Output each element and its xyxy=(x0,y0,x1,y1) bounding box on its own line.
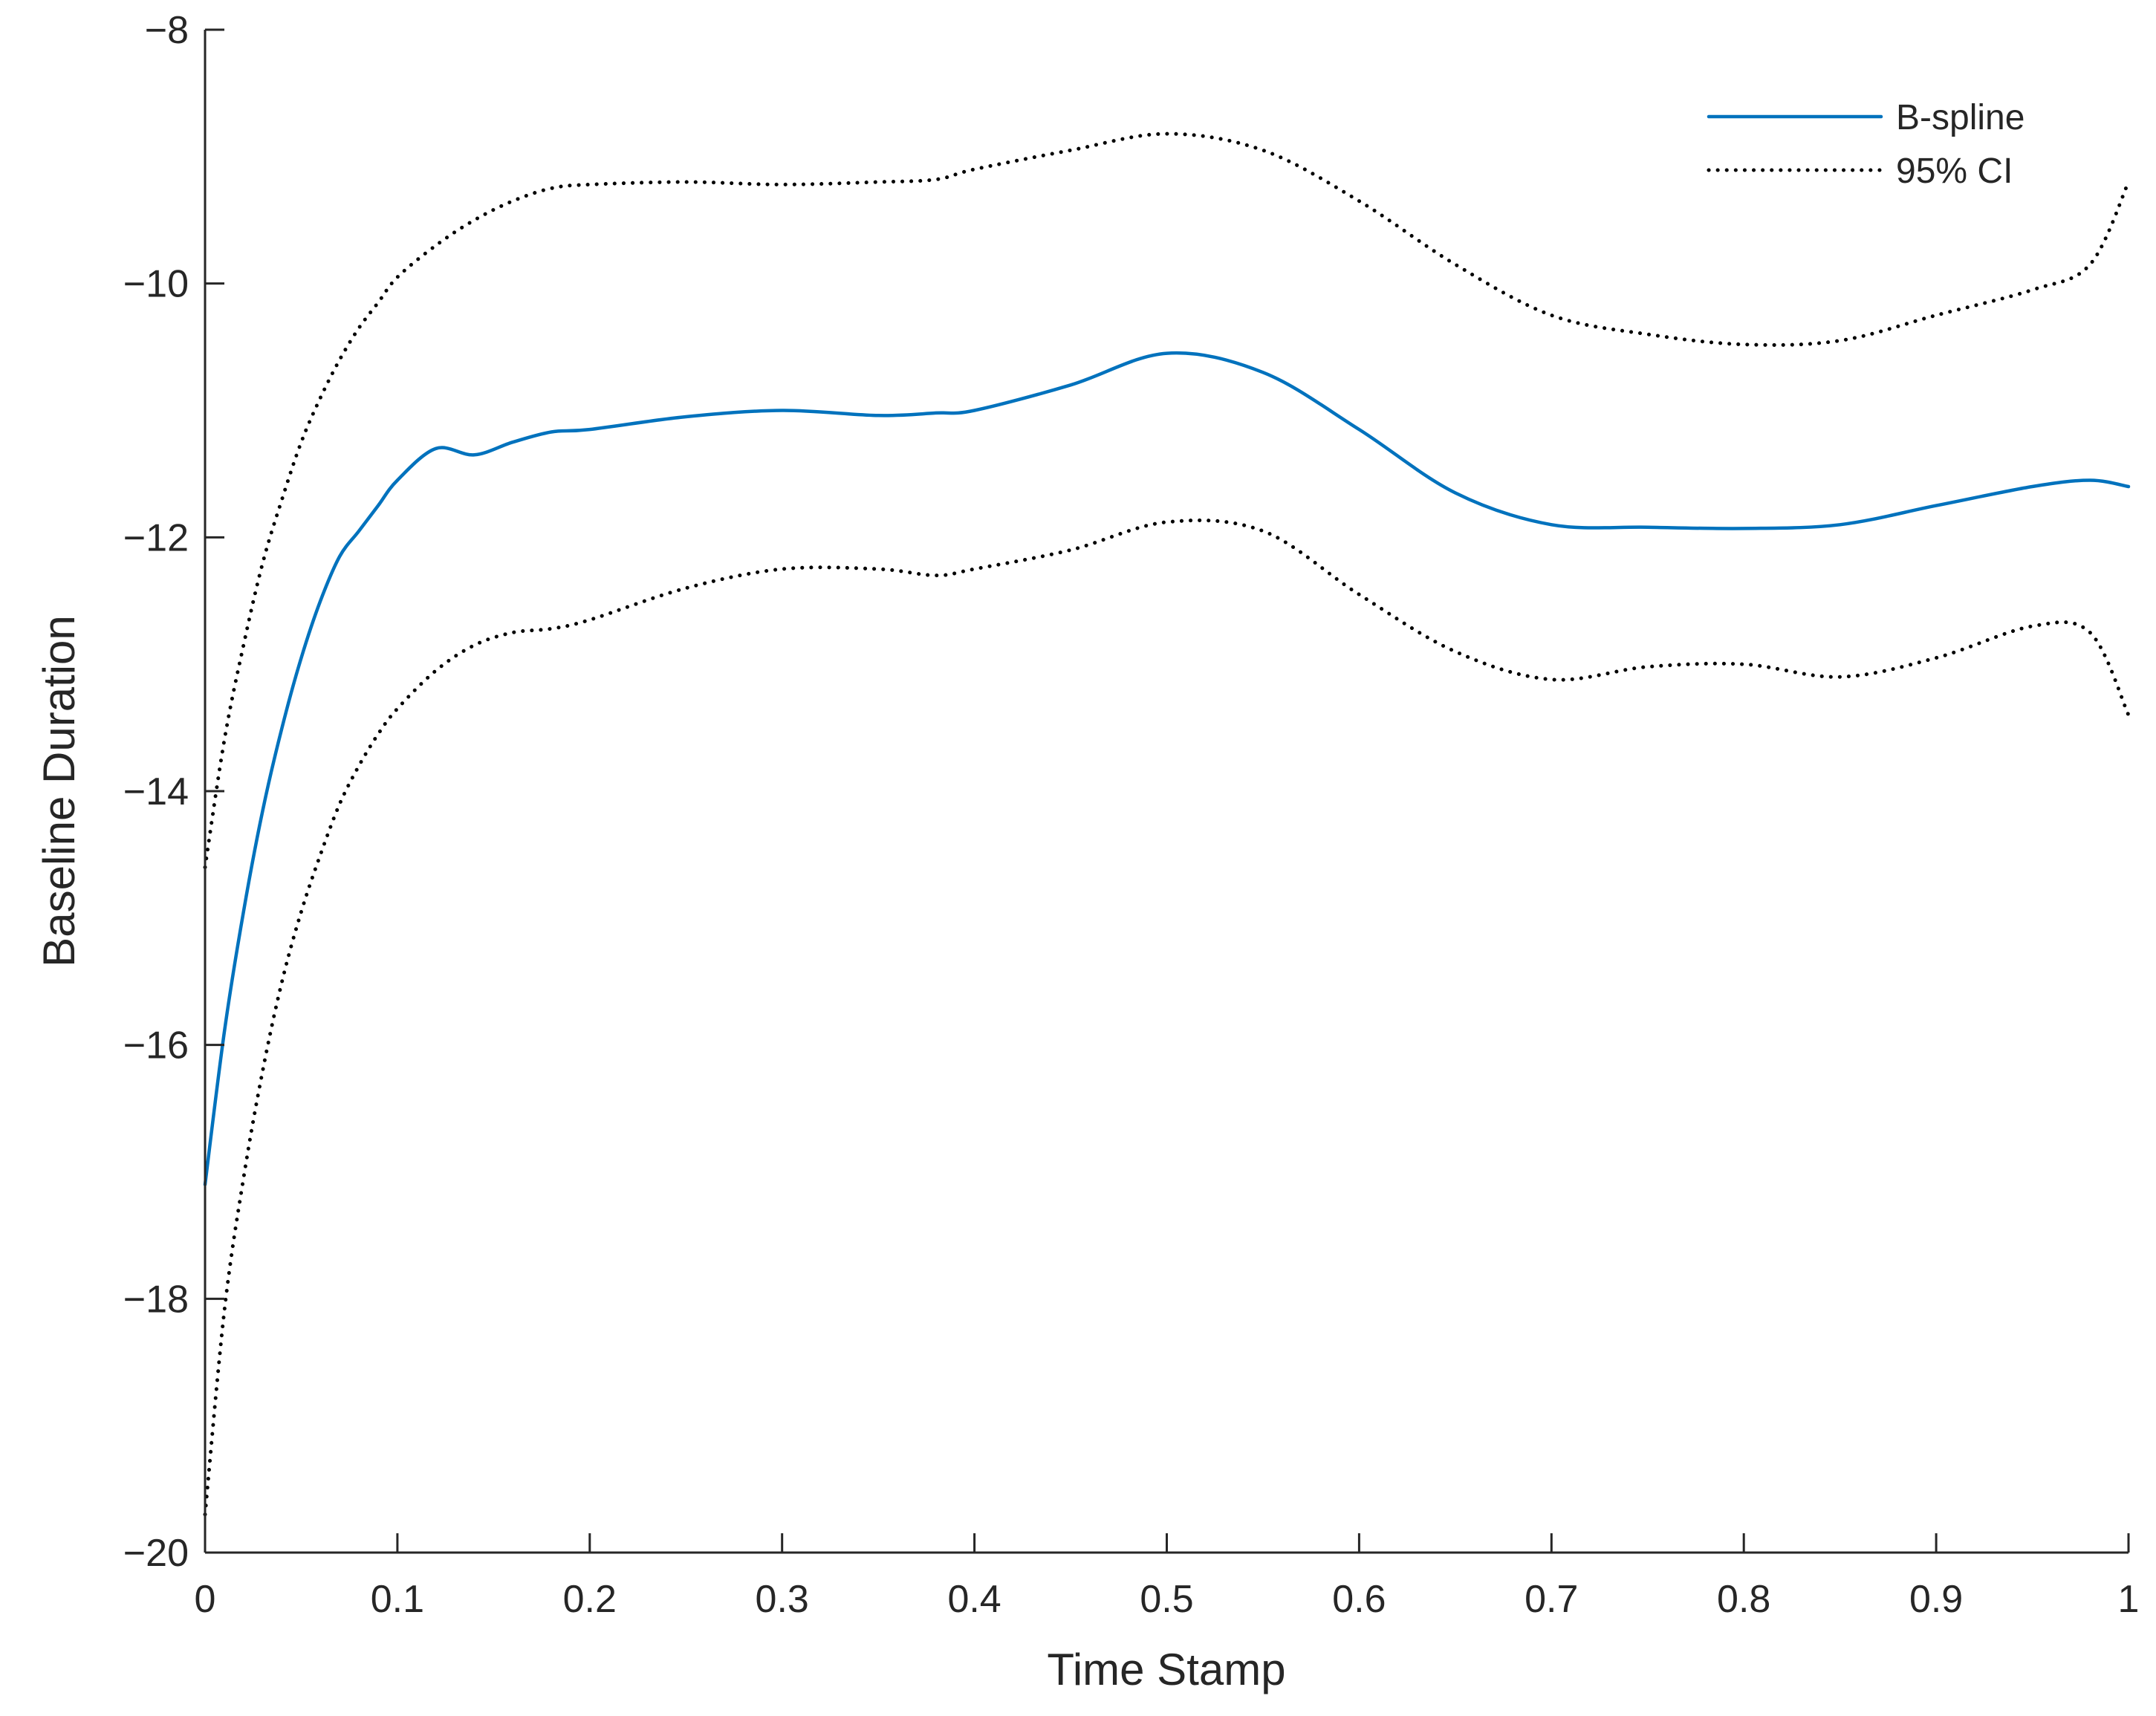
x-tick-label: 0.9 xyxy=(1909,1578,1963,1621)
series-line-ci-upper xyxy=(203,131,2131,869)
plot-area xyxy=(203,131,2131,1517)
series-line-b-spline xyxy=(203,351,2131,1186)
y-tick-label: −14 xyxy=(123,770,189,813)
legend-label: 95% CI xyxy=(1896,152,2013,191)
axes xyxy=(204,30,2129,1554)
x-tick-label: 0.8 xyxy=(1717,1578,1770,1621)
x-axis-title: Time Stamp xyxy=(1047,1645,1285,1694)
legend-label: B-spline xyxy=(1896,98,2025,137)
x-ticks: 0 0.1 0.2 0.3 0.4 0.5 0.6 0.7 0.8 0.9 1 xyxy=(195,1533,2140,1621)
x-tick-label: 0.6 xyxy=(1332,1578,1386,1621)
y-axis-title: Baseline Duration xyxy=(34,615,84,967)
series-line-ci-lower xyxy=(203,518,2131,1517)
x-tick-label: 0.3 xyxy=(756,1578,809,1621)
x-tick-label: 0.7 xyxy=(1525,1578,1578,1621)
legend: B-spline 95% CI xyxy=(1707,98,2025,191)
x-tick-label: 1 xyxy=(2118,1578,2140,1621)
x-tick-label: 0.1 xyxy=(371,1578,424,1621)
y-tick-label: −16 xyxy=(123,1024,189,1067)
y-tick-label: −20 xyxy=(123,1532,189,1575)
y-tick-label: −8 xyxy=(145,9,189,52)
x-tick-label: 0.5 xyxy=(1140,1578,1193,1621)
y-tick-label: −10 xyxy=(123,263,189,306)
x-tick-label: 0 xyxy=(195,1578,216,1621)
x-tick-label: 0.4 xyxy=(947,1578,1001,1621)
y-ticks: −20 −18 −16 −14 −12 −10 −8 xyxy=(123,9,224,1575)
y-tick-label: −18 xyxy=(123,1278,189,1321)
x-tick-label: 0.2 xyxy=(563,1578,617,1621)
y-tick-label: −12 xyxy=(123,516,189,559)
